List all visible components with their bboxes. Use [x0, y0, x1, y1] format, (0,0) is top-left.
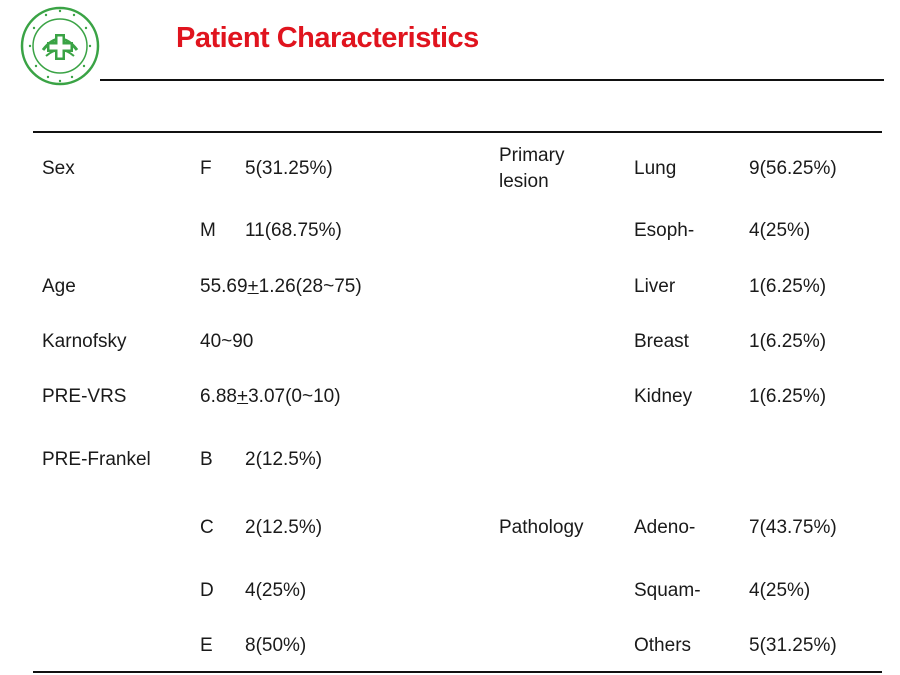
title-underline-divider — [100, 79, 884, 81]
pathology-value-adeno: 7(43.75%) — [749, 517, 837, 538]
frankel-value-e: 8(50%) — [245, 635, 307, 656]
lesion-key-breast: Breast — [634, 331, 689, 352]
slide-title: Patient Characteristics — [176, 22, 479, 54]
row-label-age: Age — [42, 276, 76, 297]
lesion-value-liver: 1(6.25%) — [749, 276, 827, 297]
table-bottom-rule — [33, 671, 882, 673]
frankel-value-d: 4(25%) — [245, 580, 307, 601]
lesion-value-breast: 1(6.25%) — [749, 331, 827, 352]
row-label-karnofsky: Karnofsky — [42, 331, 127, 352]
sex-key-f: F — [200, 158, 212, 179]
pathology-key-squam: Squam- — [634, 580, 701, 601]
table-top-rule — [33, 131, 882, 133]
lesion-key-esoph: Esoph- — [634, 220, 695, 241]
lesion-value-kidney: 1(6.25%) — [749, 386, 827, 407]
lesion-key-lung: Lung — [634, 158, 677, 179]
sex-value-m: 11(68.75%) — [245, 220, 342, 241]
frankel-value-c: 2(12.5%) — [245, 517, 323, 538]
row-label-pre-vrs: PRE-VRS — [42, 386, 127, 407]
frankel-value-b: 2(12.5%) — [245, 449, 323, 470]
row-label-primary-lesion: Primary lesion — [499, 145, 565, 192]
karnofsky-value: 40~90 — [200, 331, 254, 352]
sex-value-f: 5(31.25%) — [245, 158, 333, 179]
frankel-key-d: D — [200, 580, 214, 601]
lesion-key-kidney: Kidney — [634, 386, 693, 407]
frankel-key-b: B — [200, 449, 213, 470]
pathology-value-others: 5(31.25%) — [749, 635, 837, 656]
sex-key-m: M — [200, 220, 216, 241]
row-label-pathology: Pathology — [499, 517, 584, 538]
frankel-key-e: E — [200, 635, 213, 656]
age-value: 55.69+1.26(28~75) — [200, 276, 362, 297]
pathology-key-others: Others — [634, 635, 692, 656]
lesion-key-liver: Liver — [634, 276, 676, 297]
lesion-value-lung: 9(56.25%) — [749, 158, 837, 179]
lesion-value-esoph: 4(25%) — [749, 220, 811, 241]
pathology-value-squam: 4(25%) — [749, 580, 811, 601]
pathology-key-adeno: Adeno- — [634, 517, 696, 538]
row-label-pre-frankel: PRE-Frankel — [42, 449, 151, 470]
frankel-key-c: C — [200, 517, 214, 538]
pre-vrs-value: 6.88+3.07(0~10) — [200, 386, 341, 407]
row-label-sex: Sex — [42, 158, 75, 179]
hospital-emblem-logo — [20, 6, 100, 86]
